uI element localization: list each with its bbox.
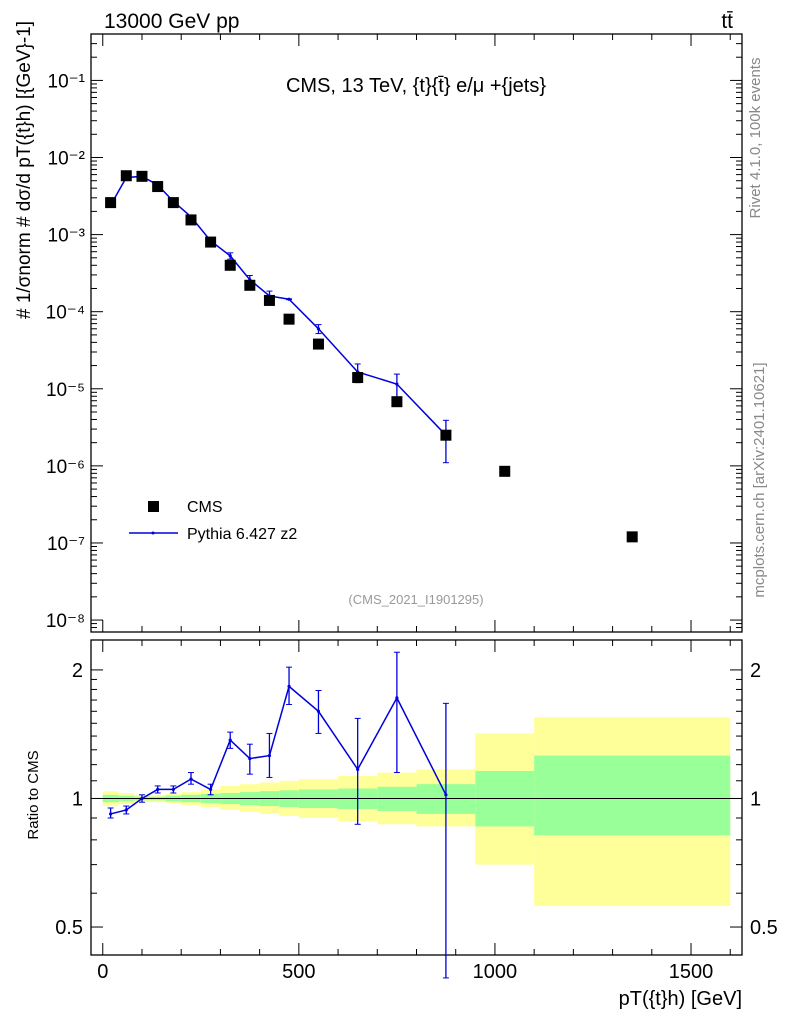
main-ylabel: # 1/σnorm # dσ/d pT({t}h) [{GeV}-1]: [14, 21, 35, 319]
cms-data-point: [312, 338, 324, 350]
cms-data-point: [283, 313, 295, 325]
band-inner-bin: [534, 755, 731, 836]
pythia-ratio-point: [171, 787, 175, 792]
ratio-y-tick-label-right: 2: [750, 660, 761, 682]
ratio-ylabel: Ratio to CMS: [25, 750, 42, 839]
analysis-watermark: (CMS_2021_I1901295): [348, 592, 483, 607]
x-tick-label: 1500: [669, 961, 714, 983]
tick-labels: 0 500 1000 1500 10⁻⁸ 10⁻⁷ 10⁻⁶ 10⁻⁵ 10⁻⁴ 10⁻³ 10⁻²…: [46, 71, 778, 983]
pythia-ratio-point: [356, 767, 360, 771]
pythia-ratio-point: [124, 808, 128, 812]
y-tick-label: 10⁻¹: [48, 71, 86, 92]
main-series-marks: [105, 170, 638, 543]
x-tick-label: 1000: [473, 961, 518, 983]
cms-data-point: [440, 429, 452, 441]
ratio-y-tick-label: 0.5: [55, 917, 83, 939]
pythia-ratio-point: [267, 754, 272, 758]
legend-cms-label: CMS: [187, 499, 223, 516]
legend-cms-marker: [148, 501, 159, 512]
y-tick-label: 10⁻⁵: [46, 380, 85, 401]
pythia-point: [287, 297, 291, 301]
cms-data-point: [105, 197, 117, 209]
legend-pythia-label: Pythia 6.427 z2: [187, 526, 297, 543]
cms-data-point: [185, 214, 197, 226]
cms-data-point: [152, 181, 164, 193]
cms-data-point: [499, 465, 511, 477]
pythia-ratio-point: [444, 793, 448, 797]
y-tick-label: 10⁻⁷: [47, 534, 85, 555]
pythia-point: [228, 254, 232, 258]
ratio-y-tick-label-right: 1: [750, 788, 761, 810]
pythia-ratio-point: [395, 696, 399, 700]
mcplots-side-label: mcplots.cern.ch [arXiv:2401.10621]: [751, 362, 768, 597]
pythia-ratio-point: [248, 756, 252, 761]
header-right: tt̄: [721, 10, 733, 33]
y-tick-label: 10⁻⁴: [46, 303, 85, 324]
y-tick-label: 10⁻⁸: [46, 611, 85, 632]
cms-data-point: [352, 372, 364, 384]
pythia-ratio-point: [209, 787, 213, 792]
x-tick-label: 500: [282, 961, 315, 983]
pythia-ratio-point: [287, 684, 291, 688]
ratio-series-marks: [107, 651, 449, 979]
axis-ticks: [91, 33, 742, 955]
legend-pythia-marker: [151, 531, 155, 535]
cms-data-point: [626, 531, 638, 543]
x-tick-label: 0: [97, 961, 108, 983]
ratio-y-tick-label: 1: [72, 788, 83, 810]
cms-data-point: [136, 170, 148, 182]
x-axis-label: pT({t}h) [GeV]: [619, 988, 742, 1010]
pythia-point: [395, 382, 399, 386]
cms-data-point: [205, 236, 217, 248]
pythia-ratio-point: [109, 812, 113, 816]
rivet-side-label: Rivet 4.1.0, 100k events: [747, 58, 764, 219]
y-tick-label: 10⁻⁶: [46, 457, 85, 478]
ratio-y-tick-label-right: 0.5: [750, 917, 778, 939]
cms-data-point: [224, 259, 236, 271]
pythia-ratio-point: [140, 796, 144, 801]
pythia-ratio-point: [156, 787, 160, 792]
pythia-point: [316, 327, 321, 331]
pythia-ratio-point: [189, 777, 193, 781]
cms-data-point: [391, 396, 403, 408]
cms-data-point: [167, 197, 179, 209]
y-tick-label: 10⁻²: [48, 149, 86, 170]
ratio-y-tick-label: 2: [72, 660, 83, 682]
ratio-uncertainty-bands: [91, 717, 742, 907]
cms-data-point: [244, 279, 256, 291]
header-left: 13000 GeV pp: [104, 10, 239, 33]
main-title: CMS, 13 TeV, {t}{t̄} e/μ +{jets}: [286, 75, 546, 97]
pythia-ratio-point: [316, 709, 321, 713]
pythia-ratio-point: [228, 738, 232, 742]
cms-data-point: [263, 294, 275, 306]
cms-data-point: [120, 170, 132, 182]
y-tick-label: 10⁻³: [48, 226, 86, 247]
